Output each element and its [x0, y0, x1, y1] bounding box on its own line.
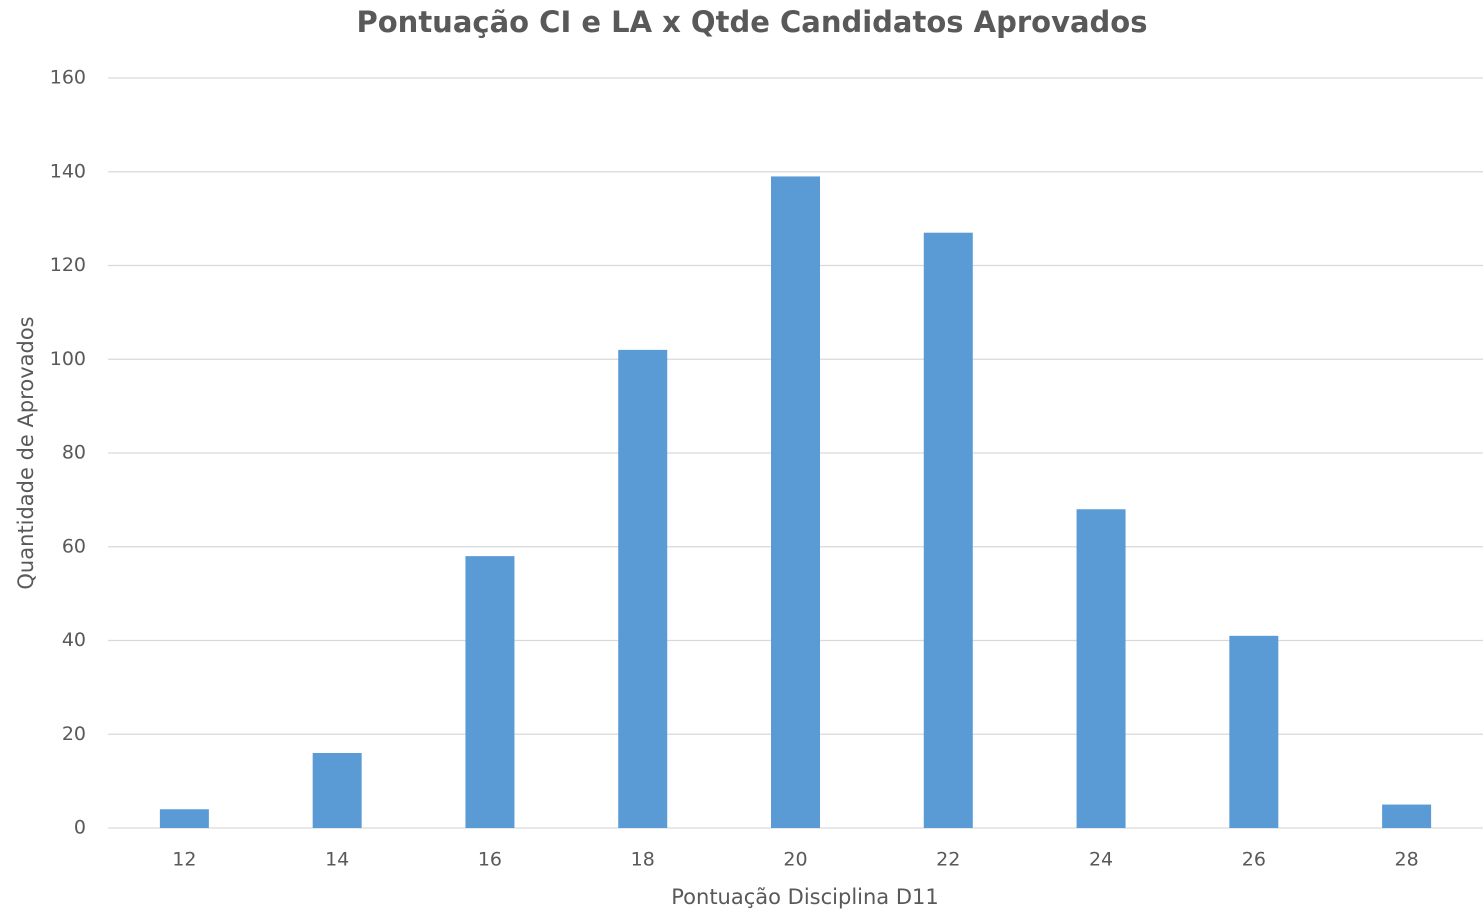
bar	[618, 349, 668, 828]
bar	[923, 232, 973, 828]
bar	[1382, 804, 1432, 828]
y-tick-label: 160	[50, 67, 86, 89]
x-tick-label: 28	[1395, 849, 1419, 871]
y-tick-label: 140	[50, 160, 86, 182]
bar	[771, 176, 820, 828]
y-tick-label: 100	[50, 348, 86, 370]
x-tick-label: 14	[325, 849, 349, 871]
x-tick-label: 26	[1242, 849, 1266, 871]
x-tick-label: 22	[936, 849, 960, 871]
x-tick-label: 24	[1089, 849, 1113, 871]
x-tick-label: 18	[631, 849, 655, 871]
y-tick-label: 40	[62, 629, 86, 651]
x-tick-label: 12	[172, 849, 196, 871]
y-tick-label: 120	[50, 254, 86, 276]
y-tick-label: 0	[74, 817, 86, 839]
bar	[1229, 635, 1279, 828]
y-tick-label: 60	[62, 535, 86, 557]
bar	[1076, 509, 1126, 828]
bar	[465, 556, 515, 828]
x-tick-label: 20	[783, 849, 807, 871]
chart-title: Pontuação CI e LA x Qtde Candidatos Apro…	[357, 5, 1148, 39]
x-axis-label: Pontuação Disciplina D11	[671, 885, 939, 909]
y-tick-label: 20	[62, 723, 86, 745]
bar	[312, 753, 362, 828]
y-tick-label: 80	[62, 442, 86, 464]
bar	[159, 809, 209, 828]
y-axis-label: Quantidade de Aprovados	[14, 316, 38, 589]
x-tick-label: 16	[478, 849, 502, 871]
